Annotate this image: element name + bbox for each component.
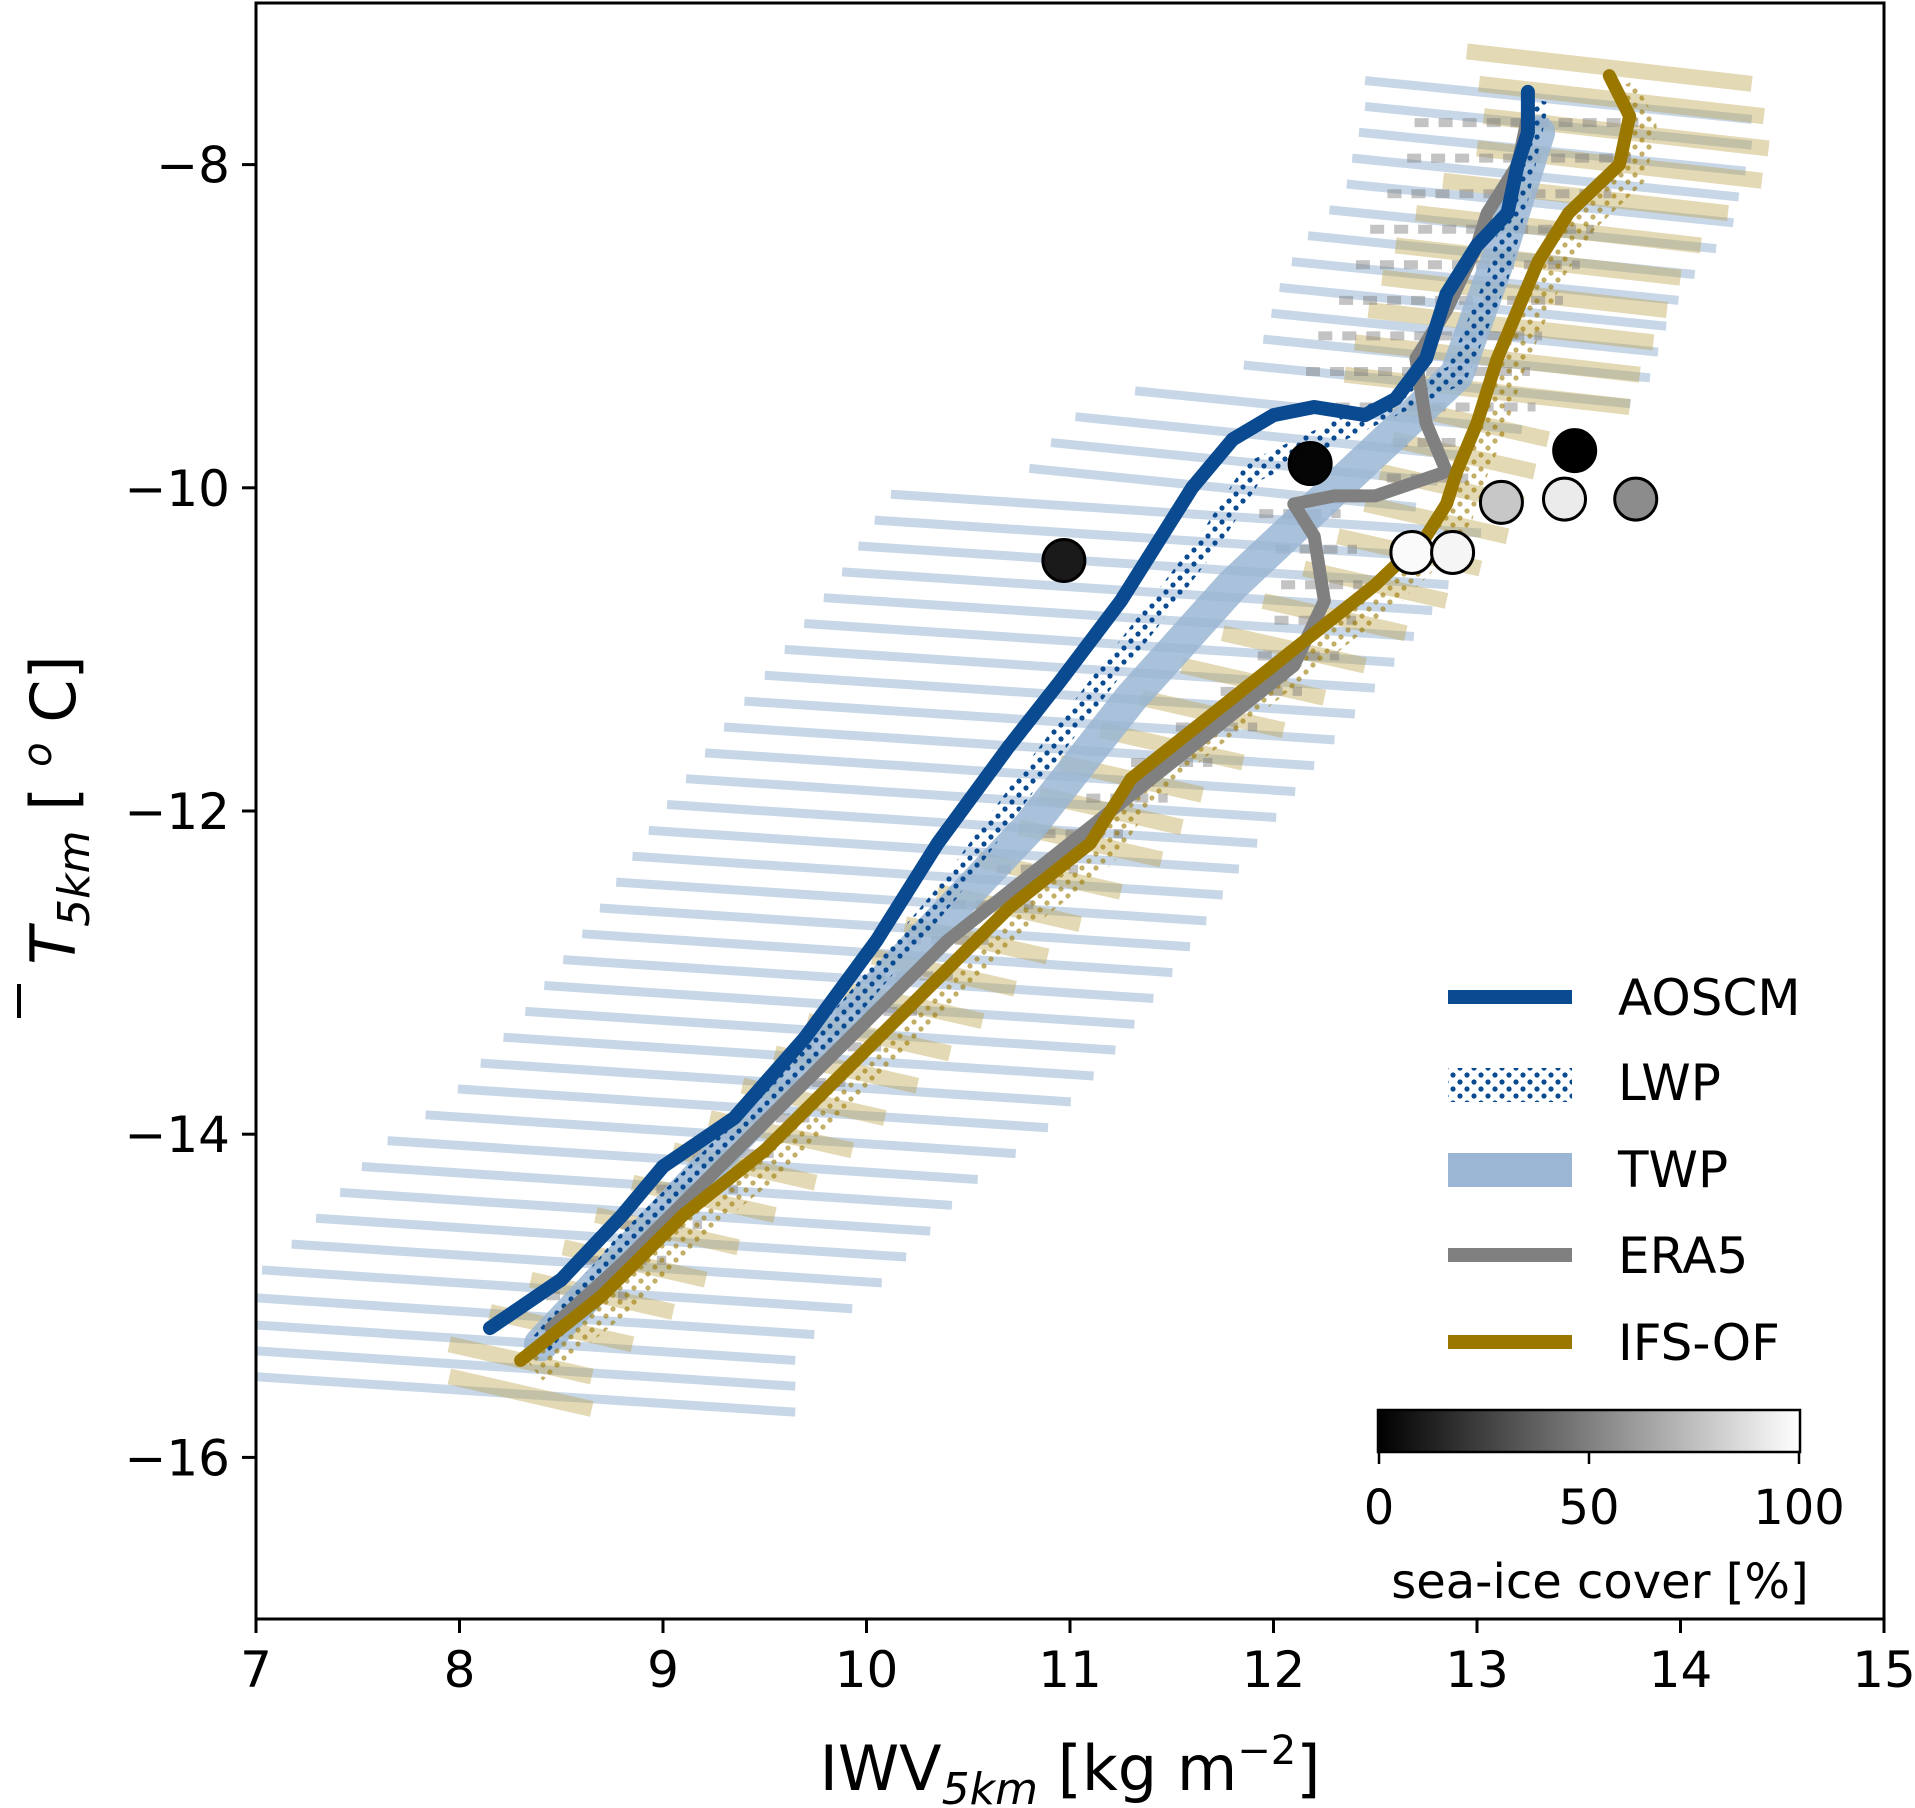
colorbar-gradient [1376,1408,1802,1454]
aoscm-spread-stroke [315,1213,907,1262]
x-axis-label-unit: [kg m [1038,1732,1237,1805]
legend-label-era5: ERA5 [1618,1227,1748,1285]
x-axis-label-unit-sup: −2 [1237,1728,1296,1774]
y-tick-label: −14 [124,1106,230,1164]
x-tick-label: 14 [1649,1641,1713,1699]
y-axis-label-main: T [17,923,90,965]
ifs-spread-stroke [447,1368,594,1417]
colorbar-tick-label-0: 0 [1364,1480,1395,1536]
aoscm-spread-stroke [256,1372,796,1417]
spread-layer [256,43,1770,1417]
aoscm-spread-stroke [890,489,1482,538]
aoscm-spread-stroke [562,955,1154,1003]
aoscm-spread-stroke [704,748,1296,797]
sea-ice-point [1478,479,1524,525]
aoscm-spread-stroke [632,851,1223,900]
legend-label-ifs-of: IFS-OF [1618,1314,1780,1372]
legend-label-twp: TWP [1617,1141,1728,1199]
series-ifs-lwp [526,79,1657,1381]
legend-swatch-twp [1448,1153,1572,1187]
y-axis-label: T5km [ o C] [15,655,100,965]
x-axis-label-sub: 5km [942,1764,1038,1808]
x-tick-label: 7 [240,1641,272,1699]
aoscm-spread-stroke [648,825,1240,874]
series-ifs-of [514,69,1637,1367]
aoscm-spread-stroke [361,1162,953,1210]
colorbar: 0 50 100 sea-ice cover [%] [1364,1408,1845,1610]
sea-ice-point [1041,538,1087,584]
aoscm-spread-stroke [1358,127,1747,176]
sea-ice-point [1389,529,1435,575]
aoscm-spread-stroke [256,1320,796,1365]
legend-label-lwp: LWP [1618,1054,1721,1112]
colorbar-label: sea-ice cover [%] [1391,1554,1809,1610]
aoscm-spread-stroke [744,696,1335,745]
aoscm-spread-stroke [858,541,1449,590]
legend-label-aoscm: AOSCM [1618,969,1800,1027]
ifs-spread-stroke [1465,43,1753,92]
x-axis-label: IWV5km [kg m−2] [820,1728,1321,1808]
sea-ice-point [1287,441,1333,487]
aoscm-spread-stroke [339,1187,931,1236]
legend-swatch-lwp [1448,1068,1572,1102]
y-axis-label-sub: 5km [49,831,100,927]
aoscm-spread-stroke [615,877,1207,926]
aoscm-spread-stroke [874,515,1466,564]
x-tick-label: 15 [1852,1641,1915,1699]
y-tick-label: −8 [156,137,230,195]
x-axis: 7 8 9 10 11 12 13 14 15 [240,1619,1915,1699]
aoscm-spread-stroke [666,800,1258,848]
y-tick-label: −10 [124,460,230,518]
sea-ice-point [1552,428,1598,474]
x-tick-label: 9 [647,1641,679,1699]
sea-ice-point [1430,529,1476,575]
x-tick-label: 10 [835,1641,899,1699]
aoscm-spread-stroke [581,929,1173,978]
series-layer [483,69,1657,1381]
series-lwp [532,97,1549,1352]
colorbar-tick-label-50: 50 [1558,1480,1619,1536]
aoscm-spread-stroke [599,903,1191,952]
y-axis: −16 −14 −12 −10 −8 [124,137,256,1487]
x-axis-label-main: IWV [820,1732,942,1805]
x-tick-label: 11 [1038,1641,1102,1699]
y-axis-label-unit: [ [17,767,90,831]
x-tick-label: 12 [1242,1641,1306,1699]
sea-ice-point [1542,476,1588,522]
x-axis-label-unit-end: ] [1296,1732,1320,1805]
aoscm-spread-stroke [1351,153,1740,202]
aoscm-spread-stroke [1364,76,1753,124]
aoscm-spread-stroke [1346,179,1734,228]
y-tick-label: −16 [124,1429,230,1487]
sea-ice-points [1041,428,1659,584]
aoscm-spread-stroke [291,1239,883,1288]
aoscm-spread-stroke [841,567,1433,616]
y-tick-label: −12 [124,783,230,841]
legend: AOSCM LWP TWP ERA5 IFS-OF [1448,969,1800,1372]
y-axis-label-unit-sup: o [15,742,61,766]
aoscm-spread-stroke [1364,101,1753,150]
aoscm-spread-stroke [723,722,1315,771]
aoscm-spread-stroke [256,1346,796,1391]
sea-ice-point [1613,476,1659,522]
y-axis-label-unit-end: C] [17,655,90,742]
aoscm-spread-stroke [685,774,1277,822]
colorbar-tick-label-100: 100 [1753,1480,1845,1536]
series-aoscm [483,84,1535,1336]
x-tick-label: 13 [1445,1641,1509,1699]
x-tick-label: 8 [444,1641,476,1699]
